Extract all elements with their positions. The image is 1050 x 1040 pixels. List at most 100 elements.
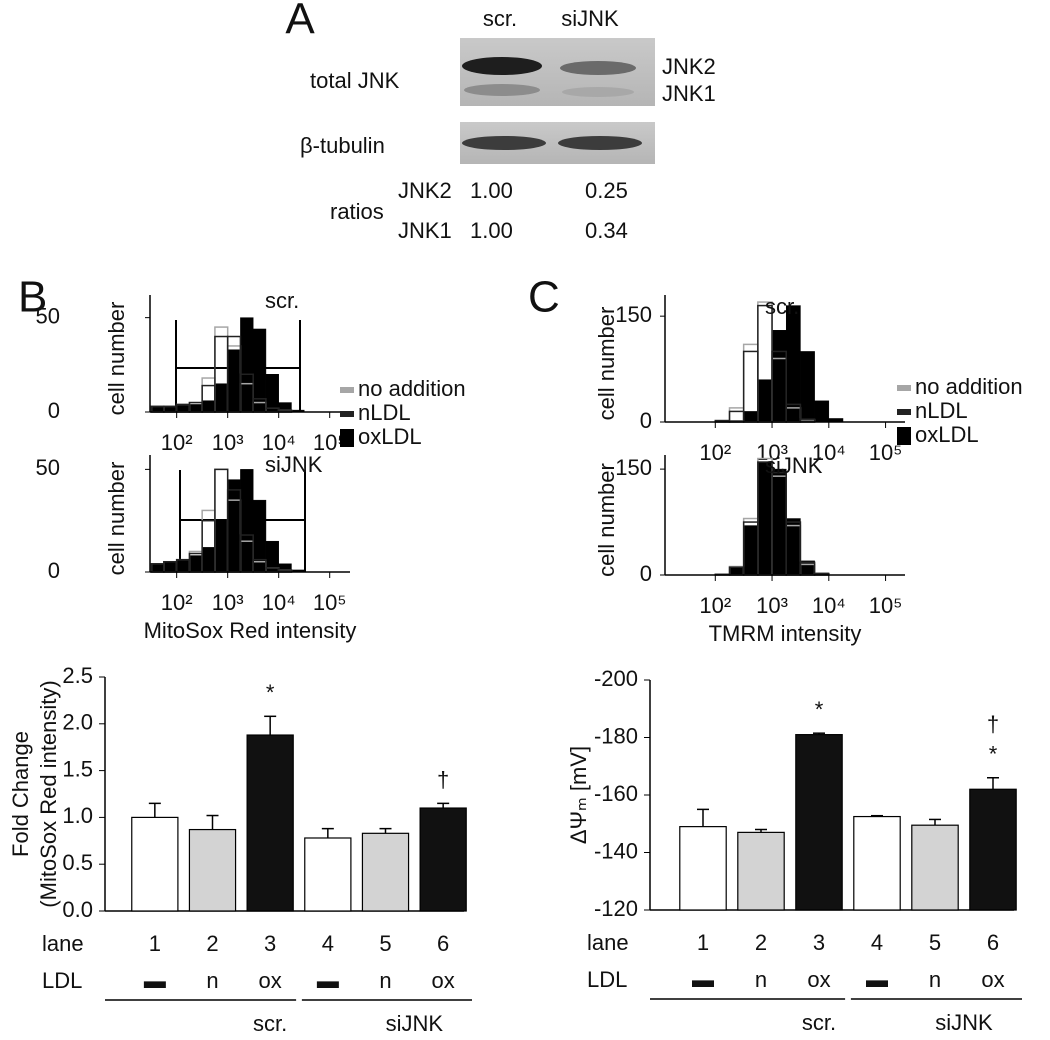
- gate: [175, 320, 306, 572]
- bar: [853, 815, 901, 911]
- x-axis-label: MitoSox Red intensity: [144, 618, 357, 643]
- histogram-bar: [800, 351, 815, 423]
- significance-mark: *: [266, 680, 275, 705]
- significance-mark: †: [437, 767, 449, 792]
- legend-label: nLDL: [915, 398, 968, 423]
- row-label: LDL: [42, 968, 82, 993]
- histogram-bar: [151, 406, 165, 413]
- histogram-bar: [214, 520, 228, 573]
- blot-band: [560, 61, 636, 75]
- ldl-label: ox: [432, 968, 455, 993]
- histogram-bar: [227, 479, 241, 573]
- histogram-bar: [814, 400, 830, 423]
- group-label: siJNK: [935, 1010, 993, 1035]
- histogram-bar: [189, 555, 203, 573]
- histogram-bar: [728, 407, 745, 423]
- x-tick-label: 10³: [212, 590, 244, 615]
- bar: [188, 828, 237, 912]
- blot-band: [558, 136, 642, 150]
- x-tick-label: 10⁴: [812, 440, 846, 465]
- lane-number: 4: [871, 930, 883, 955]
- histogram-bar: [743, 411, 759, 423]
- y-tick-label: 0: [640, 408, 652, 433]
- ratio-row: JNK2: [398, 178, 452, 203]
- lane-number: 4: [322, 931, 334, 956]
- legend-label: nLDL: [358, 400, 411, 425]
- y-tick-label: 0: [640, 561, 652, 586]
- histogram-bar: [163, 561, 177, 573]
- y-axis-label: Fold Change: [8, 731, 33, 857]
- significance-mark: *: [989, 742, 998, 767]
- bar: [911, 824, 959, 911]
- ldl-label: ox: [981, 967, 1004, 992]
- y-tick-label: 2.5: [62, 663, 93, 688]
- y-tick-label: -160: [594, 781, 638, 806]
- histogram-bar: [151, 563, 165, 573]
- lane-number: 3: [813, 930, 825, 955]
- ldl-label: ox: [259, 968, 282, 993]
- ldl-label: ▬: [692, 967, 714, 992]
- y-tick-label: 0: [48, 558, 60, 583]
- significance-mark: *: [815, 697, 824, 722]
- panel-subtitle: siJNK: [765, 453, 823, 478]
- panel-subtitle: scr.: [265, 288, 299, 313]
- histogram-bar: [201, 400, 216, 413]
- histogram-bar: [214, 383, 228, 413]
- y-tick-label: -120: [594, 896, 638, 921]
- histogram-bar: [240, 317, 254, 413]
- x-tick-label: 10⁵: [869, 593, 903, 618]
- legend-label: no addition: [915, 374, 1023, 399]
- ratio-value: 0.25: [585, 178, 628, 203]
- y-axis-label: cell number: [594, 463, 619, 577]
- lane-label: siJNK: [561, 6, 619, 31]
- panel-subtitle: siJNK: [265, 452, 323, 477]
- y-tick-label: 0: [48, 398, 60, 423]
- legend-swatch: [897, 427, 911, 445]
- panel-subtitle: scr.: [765, 294, 799, 319]
- histogram-bar: [240, 469, 254, 573]
- histogram-bar: [176, 559, 190, 573]
- ratios-label: ratios: [330, 199, 384, 224]
- row-label: total JNK: [310, 68, 400, 93]
- y-axis-label: (MitoSox Red intensity): [36, 680, 61, 907]
- bar: [679, 826, 727, 911]
- lane-number: 3: [264, 931, 276, 956]
- x-axis-label: TMRM intensity: [709, 621, 862, 646]
- bar: [304, 837, 352, 912]
- legend-label: oxLDL: [358, 424, 422, 449]
- ldl-label: ▬: [866, 967, 888, 992]
- ldl-label: ▬: [317, 968, 339, 993]
- y-tick-label: -180: [594, 723, 638, 748]
- x-tick-label: 10²: [161, 590, 193, 615]
- panel-letter: B: [18, 273, 47, 322]
- histogram-bar: [785, 518, 801, 576]
- histogram-bar: [163, 406, 177, 413]
- legend-swatch: [897, 409, 911, 415]
- y-tick-label: -200: [594, 666, 638, 691]
- ratio-value: 1.00: [470, 218, 513, 243]
- legend-swatch: [340, 429, 354, 447]
- ldl-label: ▬: [144, 968, 166, 993]
- group-label: scr.: [253, 1011, 287, 1036]
- histogram-bar: [265, 374, 279, 413]
- legend-swatch: [340, 411, 354, 417]
- histogram-bar: [176, 404, 190, 413]
- lane-label: scr.: [483, 6, 517, 31]
- lane-number: 6: [437, 931, 449, 956]
- row-label: LDL: [587, 967, 627, 992]
- x-tick-label: 10⁴: [812, 593, 846, 618]
- legend-label: no addition: [358, 376, 466, 401]
- blot-band: [462, 136, 546, 150]
- y-axis-label: cell number: [594, 307, 619, 421]
- panel-letter: C: [528, 273, 560, 322]
- bar: [737, 831, 785, 911]
- x-tick-label: 10⁵: [313, 590, 347, 615]
- band-label: JNK1: [662, 81, 716, 106]
- y-tick-label: 0.0: [62, 897, 93, 922]
- histogram-bar: [201, 547, 216, 573]
- histogram-bar: [743, 525, 759, 576]
- blot-band: [562, 87, 634, 97]
- y-tick-label: 0.5: [62, 850, 93, 875]
- y-tick-label: 2.0: [62, 710, 93, 735]
